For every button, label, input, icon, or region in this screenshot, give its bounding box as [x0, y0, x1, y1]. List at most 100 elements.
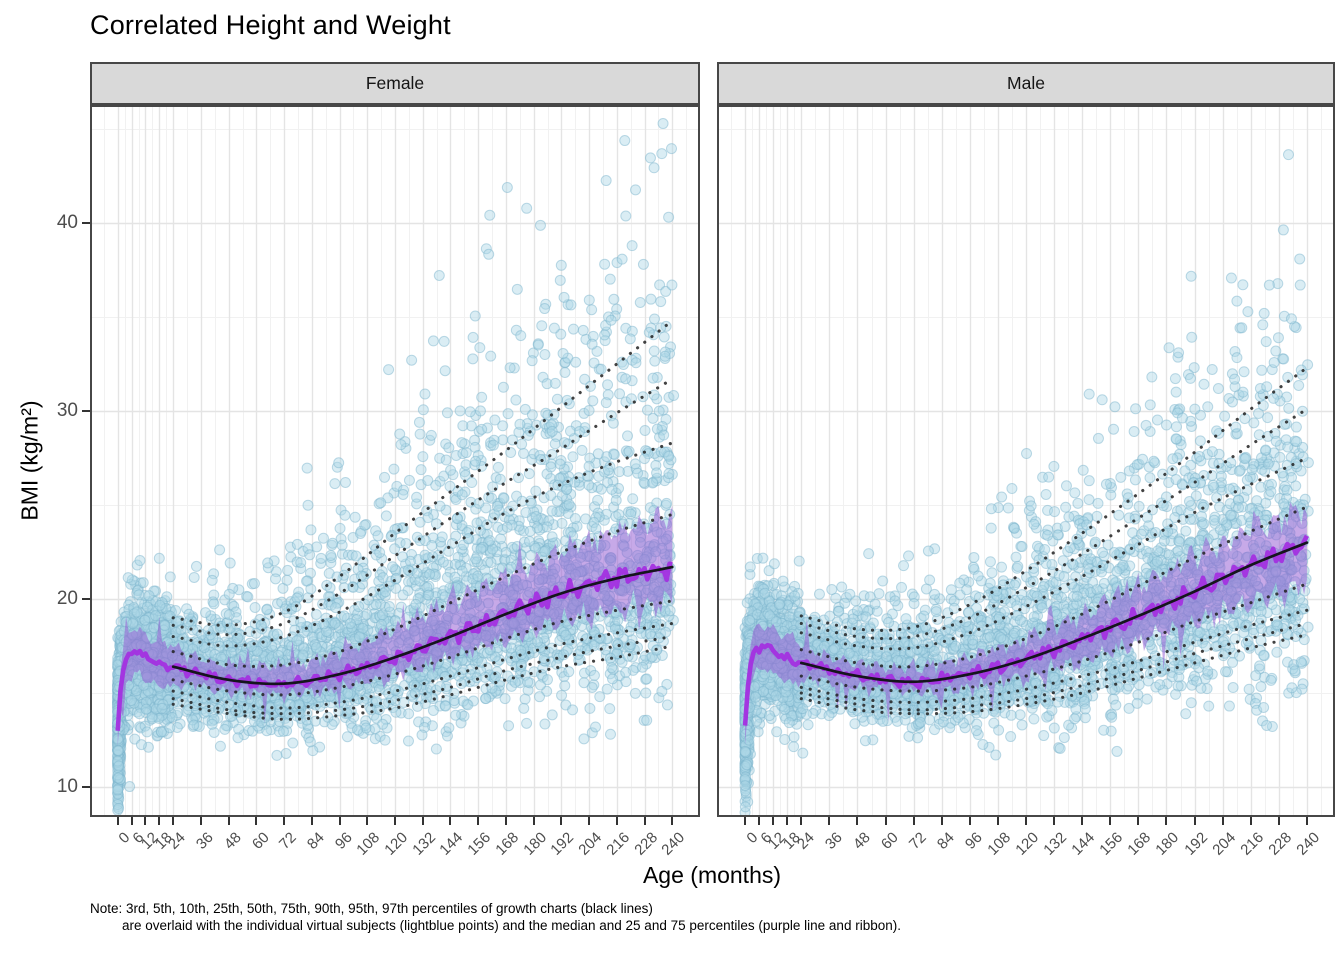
x-tick-label: 156	[1096, 829, 1127, 859]
x-tick-label: 24	[165, 829, 190, 853]
x-tick-mark	[504, 817, 507, 825]
x-tick-mark	[643, 817, 646, 825]
x-tick-label: 96	[331, 829, 356, 853]
x-tick-mark	[310, 817, 313, 825]
facet-strip-female: Female	[90, 62, 700, 105]
x-tick-label: 180	[519, 829, 550, 859]
x-tick-label: 48	[849, 829, 874, 853]
x-tick-mark	[588, 817, 591, 825]
x-tick-mark	[338, 817, 341, 825]
x-tick-mark	[1277, 817, 1280, 825]
x-tick-label: 192	[547, 829, 578, 859]
female-panel-plot-area	[90, 105, 700, 817]
x-tick-label: 48	[220, 829, 245, 853]
x-tick-mark	[615, 817, 618, 825]
x-tick-mark	[1221, 817, 1224, 825]
x-tick-label: 228	[630, 829, 661, 859]
x-tick-label: 120	[381, 829, 412, 859]
chart-note-line1: Note: 3rd, 5th, 10th, 25th, 50th, 75th, …	[90, 901, 653, 916]
x-tick-mark	[394, 817, 396, 825]
x-tick-mark	[1025, 817, 1027, 825]
x-tick-mark	[800, 817, 803, 825]
x-tick-mark	[744, 817, 747, 825]
x-tick-mark	[116, 817, 119, 825]
y-tick-label: 30	[56, 400, 78, 421]
x-tick-mark	[283, 817, 286, 825]
x-tick-mark	[786, 817, 789, 825]
x-tick-mark	[940, 817, 943, 825]
x-tick-label: 192	[1180, 829, 1211, 859]
x-tick-label: 36	[821, 829, 846, 853]
x-tick-label: 72	[276, 829, 301, 853]
x-tick-mark	[1249, 817, 1252, 825]
x-tick-label: 228	[1265, 829, 1295, 859]
x-tick-label: 84	[304, 829, 328, 853]
x-tick-mark	[158, 817, 161, 825]
x-tick-mark	[671, 817, 674, 825]
x-tick-mark	[227, 817, 230, 825]
x-tick-mark	[968, 817, 971, 825]
x-tick-mark	[421, 817, 424, 825]
x-tick-label: 60	[877, 829, 902, 853]
y-tick-label: 40	[56, 212, 78, 233]
x-tick-mark	[912, 817, 915, 825]
x-tick-label: 144	[436, 829, 467, 859]
x-tick-label: 168	[1124, 829, 1155, 859]
x-tick-mark	[172, 817, 175, 825]
x-tick-label: 144	[1068, 829, 1099, 859]
x-tick-label: 108	[353, 829, 384, 859]
x-tick-mark	[366, 817, 369, 825]
x-tick-mark	[449, 817, 452, 825]
x-tick-mark	[1137, 817, 1140, 825]
x-tick-label: 96	[962, 829, 986, 853]
x-tick-label: 168	[492, 829, 522, 859]
x-tick-mark	[772, 817, 775, 825]
x-tick-mark	[1165, 817, 1168, 825]
x-tick-label: 180	[1152, 829, 1183, 859]
x-tick-mark	[1193, 817, 1196, 825]
x-tick-mark	[1053, 817, 1056, 825]
x-tick-mark	[884, 817, 887, 825]
y-tick-label: 20	[56, 588, 78, 609]
x-tick-label: 216	[603, 829, 633, 859]
x-tick-label: 132	[409, 829, 439, 859]
y-tick-mark	[82, 786, 90, 788]
x-tick-label: 216	[1237, 829, 1267, 859]
x-tick-label: 240	[1293, 829, 1323, 859]
male-panel-plot-area	[717, 105, 1335, 817]
x-tick-label: 240	[658, 829, 689, 859]
facet-strip-male: Male	[717, 62, 1335, 105]
x-tick-mark	[828, 817, 831, 825]
x-tick-mark	[477, 817, 480, 825]
x-tick-mark	[1109, 817, 1112, 825]
x-tick-mark	[199, 817, 202, 825]
y-tick-mark	[82, 598, 90, 600]
x-tick-label: 120	[1012, 829, 1043, 859]
facet-strip-female-label: Female	[365, 73, 425, 93]
y-tick-mark	[82, 410, 90, 412]
x-tick-mark	[532, 817, 535, 825]
x-tick-label: 204	[575, 829, 606, 859]
x-tick-label: 204	[1208, 829, 1239, 859]
x-tick-mark	[856, 817, 859, 825]
y-axis-title: BMI (kg/m²)	[16, 400, 43, 521]
chart-note-line2: are overlaid with the individual virtual…	[122, 918, 901, 933]
x-tick-label: 0	[743, 829, 762, 847]
x-tick-label: 60	[248, 829, 273, 853]
x-tick-mark	[1081, 817, 1084, 825]
x-tick-mark	[560, 817, 563, 825]
y-tick-label: 10	[56, 776, 78, 797]
x-axis-title: Age (months)	[642, 862, 782, 888]
x-tick-label: 132	[1040, 829, 1071, 859]
x-tick-label: 84	[933, 829, 958, 853]
x-tick-label: 156	[464, 829, 495, 859]
x-tick-mark	[758, 817, 761, 825]
x-tick-mark	[130, 817, 133, 825]
chart-title: Correlated Height and Weight	[90, 10, 451, 40]
x-tick-label: 24	[793, 829, 818, 853]
facet-strip-male-label: Male	[1007, 73, 1045, 93]
x-tick-label: 72	[905, 829, 930, 853]
y-tick-mark	[82, 222, 90, 224]
x-tick-mark	[144, 817, 147, 825]
